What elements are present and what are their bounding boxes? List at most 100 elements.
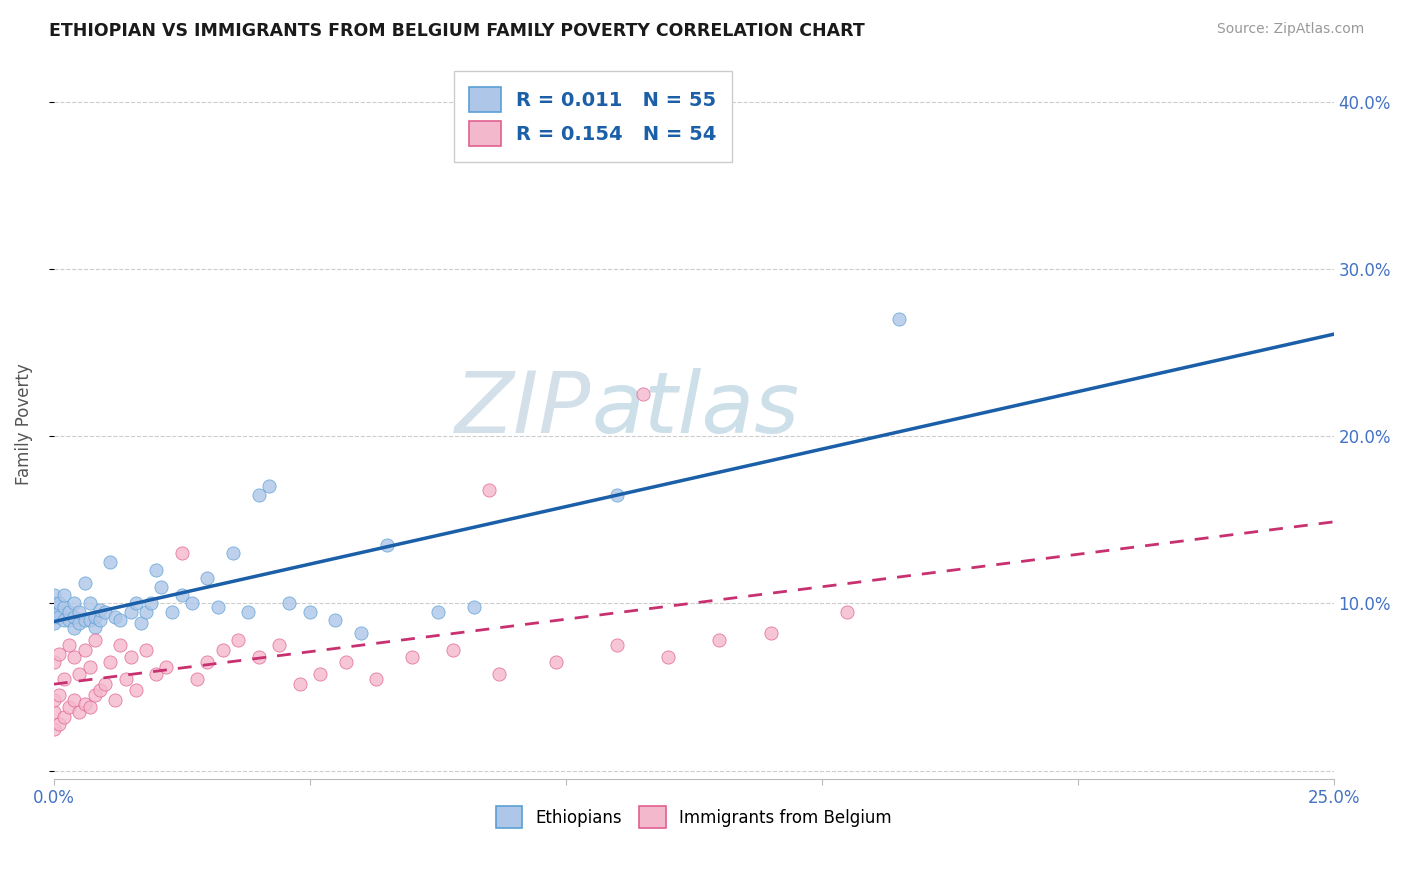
Point (42, 596, 65, 610)
Point (226, 633, 249, 648)
Point (298, 605, 321, 619)
Point (709, 633, 731, 648)
Point (155, 660, 177, 674)
Point (170, 546, 193, 560)
Point (104, 693, 127, 707)
Point (657, 649, 679, 664)
Point (63, 609, 86, 624)
Point (48, 609, 70, 624)
Point (58, 638, 80, 652)
Point (48, 596, 70, 610)
Point (631, 387, 654, 401)
Point (42, 588, 65, 602)
Point (79, 660, 101, 674)
Point (83, 620, 105, 634)
Point (53, 710, 76, 724)
Point (375, 538, 398, 552)
Legend: Ethiopians, Immigrants from Belgium: Ethiopians, Immigrants from Belgium (489, 800, 898, 835)
Point (197, 655, 219, 669)
Point (58, 613, 80, 627)
Point (125, 596, 148, 610)
Point (401, 649, 423, 664)
Point (887, 312, 910, 326)
Point (63, 649, 86, 664)
Point (110, 638, 132, 652)
Point (63, 693, 86, 707)
Point (350, 626, 373, 640)
Point (135, 643, 157, 657)
Point (606, 638, 628, 652)
Point (120, 605, 142, 619)
Point (441, 643, 464, 657)
Point (73, 576, 96, 591)
Point (58, 605, 80, 619)
Point (186, 672, 208, 686)
Y-axis label: Family Poverty: Family Poverty (15, 363, 32, 484)
Point (325, 613, 347, 627)
Point (129, 616, 152, 631)
Point (48, 647, 70, 661)
Point (488, 666, 510, 681)
Point (247, 649, 270, 664)
Point (160, 605, 183, 619)
Point (73, 643, 96, 657)
Text: ZIP: ZIP (456, 368, 592, 451)
Point (110, 613, 132, 627)
Point (222, 546, 245, 560)
Point (267, 638, 290, 652)
Point (150, 580, 173, 594)
Point (114, 672, 136, 686)
Point (197, 571, 219, 585)
Text: atlas: atlas (592, 368, 800, 451)
Point (335, 655, 357, 669)
Point (42, 705, 65, 719)
Point (73, 613, 96, 627)
Point (426, 605, 449, 619)
Point (48, 689, 70, 703)
Point (170, 588, 193, 602)
Point (135, 605, 157, 619)
Point (42, 616, 65, 631)
Point (309, 666, 332, 681)
Point (94, 605, 117, 619)
Point (98, 655, 121, 669)
Point (463, 599, 485, 614)
Point (67, 666, 90, 681)
Point (53, 672, 76, 686)
Point (207, 599, 229, 614)
Point (837, 605, 859, 619)
Text: ETHIOPIAN VS IMMIGRANTS FROM BELGIUM FAMILY POVERTY CORRELATION CHART: ETHIOPIAN VS IMMIGRANTS FROM BELGIUM FAM… (49, 22, 865, 40)
Point (79, 596, 101, 610)
Point (247, 488, 270, 502)
Point (104, 609, 127, 624)
Point (63, 622, 86, 636)
Point (145, 563, 167, 577)
Point (288, 676, 311, 690)
Point (181, 596, 204, 610)
Point (238, 605, 260, 619)
Point (83, 633, 105, 648)
Point (42, 693, 65, 707)
Point (139, 596, 162, 610)
Point (53, 588, 76, 602)
Point (83, 609, 105, 624)
Point (606, 488, 628, 502)
Point (257, 479, 280, 493)
Text: Source: ZipAtlas.com: Source: ZipAtlas.com (1216, 22, 1364, 37)
Point (83, 689, 105, 703)
Point (42, 655, 65, 669)
Point (67, 705, 90, 719)
Point (94, 676, 117, 690)
Point (211, 643, 233, 657)
Point (42, 609, 65, 624)
Point (278, 596, 301, 610)
Point (544, 655, 567, 669)
Point (89, 683, 111, 698)
Point (478, 483, 501, 497)
Point (42, 722, 65, 736)
Point (48, 716, 70, 731)
Point (125, 683, 148, 698)
Point (63, 596, 86, 610)
Point (79, 613, 101, 627)
Point (89, 613, 111, 627)
